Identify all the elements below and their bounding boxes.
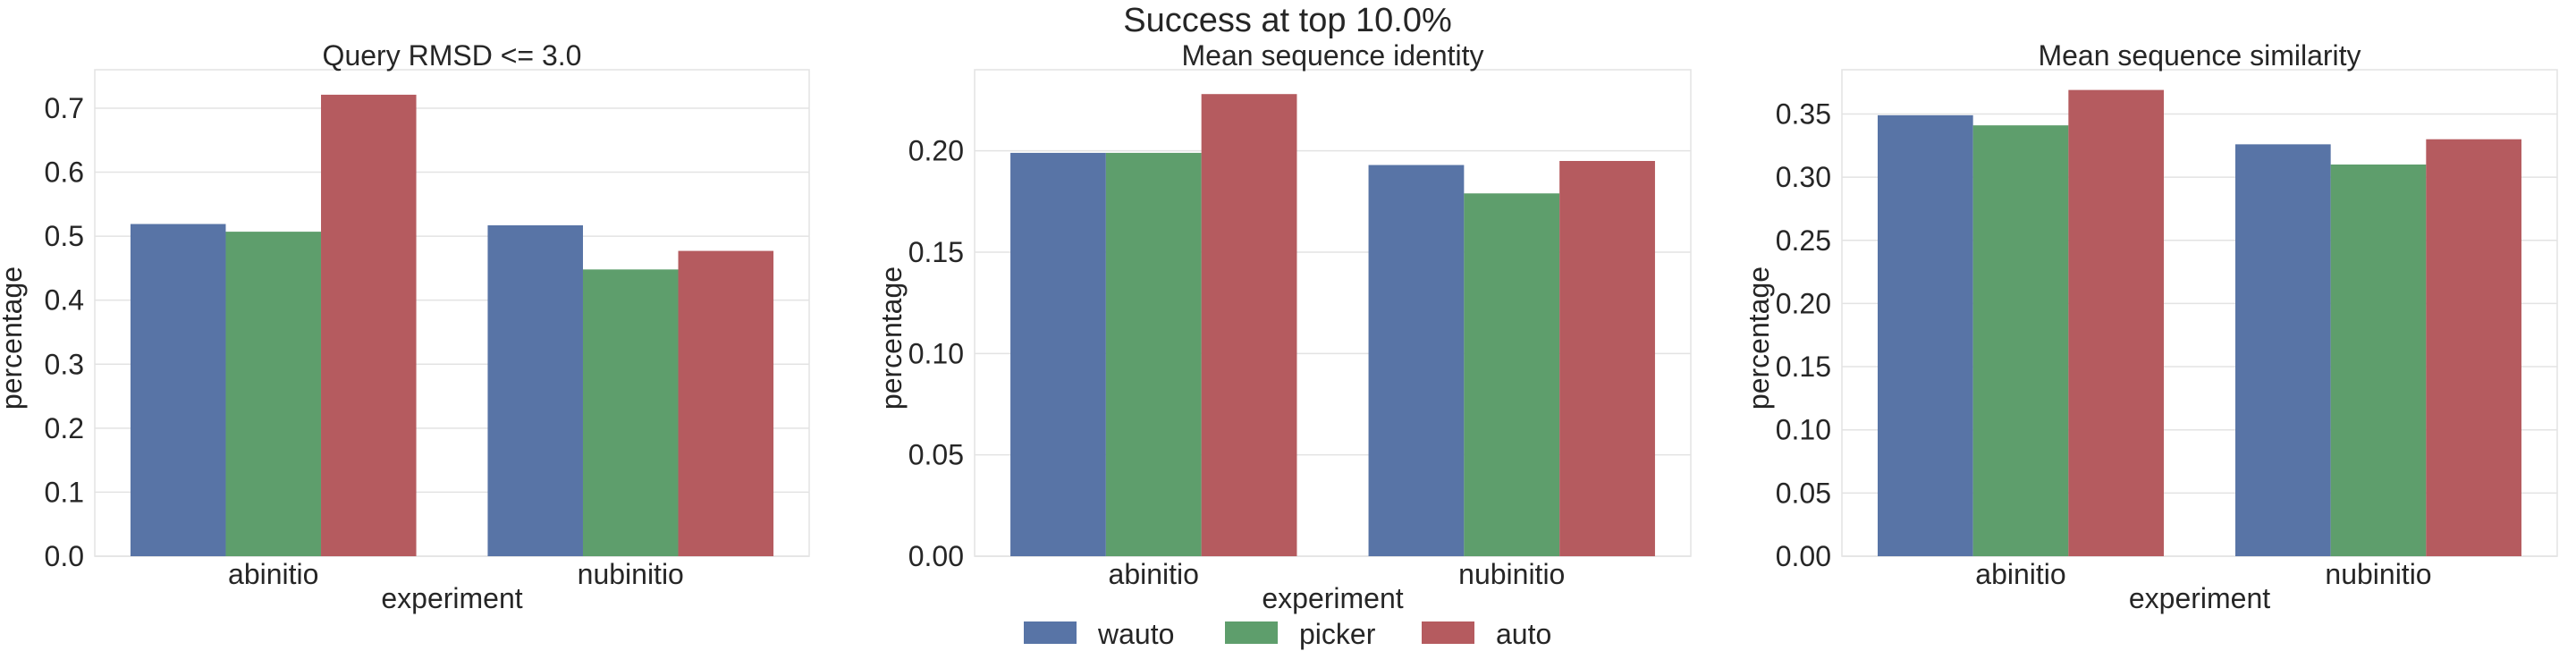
x-axis-label: experiment bbox=[2129, 582, 2270, 614]
legend-label-picker: picker bbox=[1299, 618, 1376, 650]
bar-picker-nubinitio bbox=[582, 269, 679, 556]
y-tick-label: 0.5 bbox=[45, 220, 84, 252]
y-axis-label: percentage bbox=[0, 266, 28, 410]
bar-picker-abinitio bbox=[1105, 152, 1202, 556]
bar-wauto-abinitio bbox=[1010, 152, 1106, 556]
chart-panel-3: 0.00 0.05 0.10 0.15 0.20 0.25 0.30 0.35 abinitio… bbox=[1743, 39, 2558, 614]
legend: wauto picker auto bbox=[1024, 618, 1551, 650]
bar-auto-nubinitio bbox=[2426, 139, 2521, 556]
y-tick-label: 0.1 bbox=[45, 476, 84, 508]
x-tick-label: abinitio bbox=[1109, 558, 1199, 590]
y-tick-label: 0.2 bbox=[45, 412, 84, 444]
y-tick-label: 0.4 bbox=[45, 284, 84, 317]
y-tick-label: 0.35 bbox=[1776, 97, 1831, 130]
bar-picker-abinitio bbox=[225, 232, 322, 556]
chart-panel-1: 0.0 0.1 0.2 0.3 0.4 0.5 0.6 0.7 abinitio nubiniti… bbox=[0, 39, 810, 614]
x-tick-label: nubinitio bbox=[1458, 558, 1565, 590]
y-tick-label: 0.6 bbox=[45, 156, 84, 189]
bar-auto-nubinitio bbox=[1559, 161, 1655, 556]
bar-wauto-nubinitio bbox=[2235, 144, 2331, 557]
y-axis-label: percentage bbox=[1743, 266, 1775, 410]
y-tick-label: 0.05 bbox=[1776, 477, 1831, 509]
legend-swatch-wauto bbox=[1024, 621, 1077, 644]
x-tick-label: abinitio bbox=[228, 558, 318, 590]
bar-picker-abinitio bbox=[1972, 125, 2069, 556]
y-tick-label: 0.7 bbox=[45, 92, 84, 124]
y-tick-label: 0.25 bbox=[1776, 224, 1831, 257]
bar-wauto-abinitio bbox=[130, 224, 226, 557]
legend-label-auto: auto bbox=[1496, 618, 1551, 650]
bar-wauto-abinitio bbox=[1878, 114, 1973, 556]
x-tick-label: nubinitio bbox=[578, 558, 684, 590]
y-tick-label: 0.30 bbox=[1776, 161, 1831, 193]
x-tick-label: nubinitio bbox=[2325, 558, 2431, 590]
bar-auto-nubinitio bbox=[678, 250, 774, 556]
y-tick-label: 0.00 bbox=[908, 540, 964, 572]
y-tick-label: 0.10 bbox=[1776, 414, 1831, 446]
y-tick-label: 0.15 bbox=[908, 236, 964, 268]
legend-swatch-auto bbox=[1422, 621, 1474, 644]
bar-wauto-nubinitio bbox=[1368, 165, 1465, 557]
y-tick-label: 0.20 bbox=[908, 135, 964, 167]
figure-title: Success at top 10.0% bbox=[1123, 2, 1452, 39]
x-axis-label: experiment bbox=[1262, 582, 1403, 614]
y-tick-label: 0.20 bbox=[1776, 287, 1831, 319]
chart-title: Mean sequence identity bbox=[1182, 39, 1484, 72]
legend-swatch-picker bbox=[1225, 621, 1278, 644]
y-tick-label: 0.10 bbox=[908, 337, 964, 369]
bar-auto-abinitio bbox=[321, 94, 417, 557]
bar-auto-abinitio bbox=[2068, 89, 2164, 557]
legend-label-wauto: wauto bbox=[1097, 618, 1174, 650]
x-axis-label: experiment bbox=[381, 582, 522, 614]
bar-picker-nubinitio bbox=[1464, 193, 1560, 556]
y-axis-label: percentage bbox=[875, 266, 908, 410]
bar-picker-nubinitio bbox=[2330, 164, 2427, 556]
x-tick-label: abinitio bbox=[1975, 558, 2065, 590]
bar-wauto-nubinitio bbox=[487, 224, 583, 557]
y-tick-label: 0.05 bbox=[908, 439, 964, 471]
chart-panel-2: 0.00 0.05 0.10 0.15 0.20 abinitio nubinitio Mea… bbox=[875, 39, 1692, 614]
y-tick-label: 0.15 bbox=[1776, 351, 1831, 383]
y-tick-label: 0.0 bbox=[45, 540, 84, 572]
bar-auto-abinitio bbox=[1201, 94, 1297, 556]
y-tick-label: 0.00 bbox=[1776, 540, 1831, 572]
chart-title: Query RMSD <= 3.0 bbox=[323, 39, 582, 72]
chart-title: Mean sequence similarity bbox=[2038, 39, 2361, 72]
y-tick-label: 0.3 bbox=[45, 348, 84, 380]
chart-panels: 0.0 0.1 0.2 0.3 0.4 0.5 0.6 0.7 abinitio nubiniti… bbox=[0, 39, 2558, 614]
